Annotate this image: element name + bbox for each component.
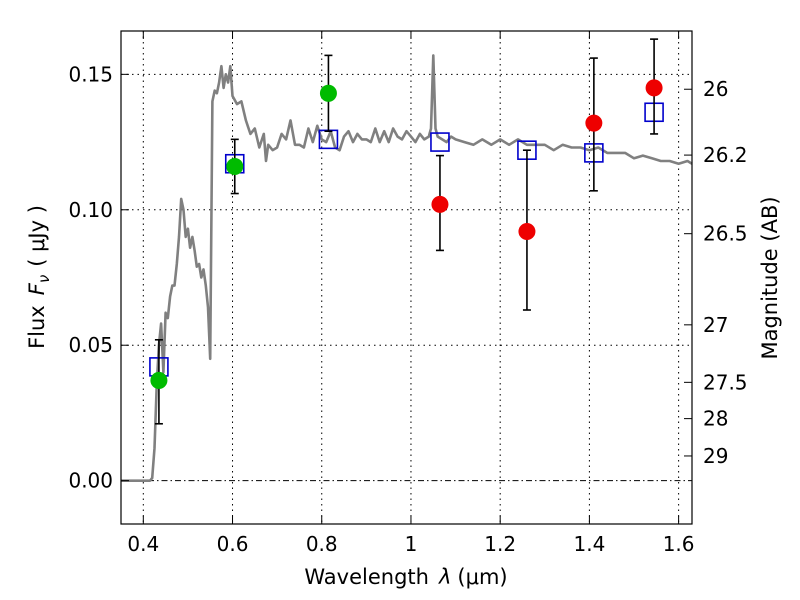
- y-tick-label-1: 0.05: [68, 333, 113, 357]
- y-tick-label-3: 0.15: [68, 62, 113, 86]
- y2-tick-label-6: 29: [703, 444, 728, 468]
- y-tick-label-0: 0.00: [68, 469, 113, 493]
- green-data-point-0: [150, 371, 168, 389]
- x-tick-label-4: 1.2: [484, 532, 516, 556]
- model-spectrum-line: [121, 54, 693, 483]
- red-data-point-2: [585, 114, 603, 132]
- plot-frame: [120, 30, 693, 525]
- red-data-point-3: [645, 79, 663, 97]
- y2-tick-label-1: 26.2: [703, 143, 748, 167]
- y2-tick-label-3: 27: [703, 313, 728, 337]
- y-tick-label-2: 0.10: [68, 198, 113, 222]
- x-tick-label-3: 1: [405, 532, 418, 556]
- red-data-point-0: [431, 195, 449, 213]
- y2-axis-label: Magnitude (AB): [758, 196, 782, 359]
- x-tick-label-0: 0.4: [127, 532, 159, 556]
- y2-tick-label-4: 27.5: [703, 370, 748, 394]
- error-bars-layer: [154, 38, 659, 425]
- x-tick-label-6: 1.6: [663, 532, 695, 556]
- model-square-3: [430, 132, 450, 152]
- x-tick-label-5: 1.4: [573, 532, 605, 556]
- axis-ticks: 0.4 0.6 0.8 1 1.2 1.4 1.6 0.00 0.05 0.10 0.15 26 26.…: [68, 31, 748, 556]
- red-data-point-1: [518, 222, 536, 240]
- grid-lines: [121, 31, 692, 524]
- x-tick-label-2: 0.8: [306, 532, 338, 556]
- x-tick-label-1: 0.6: [217, 532, 249, 556]
- green-data-point-2: [319, 84, 337, 102]
- y2-tick-label-0: 26: [703, 77, 728, 101]
- x-axis-label: Wavelength λ (μm): [304, 565, 507, 589]
- y2-tick-label-5: 28: [703, 407, 728, 431]
- observed-points-layer: [150, 79, 663, 389]
- model-spectrum-layer: [121, 54, 693, 483]
- y2-tick-label-2: 26.5: [703, 222, 748, 246]
- y-axis-label: FluxFν( μJy ): [25, 205, 53, 349]
- green-data-point-1: [226, 157, 244, 175]
